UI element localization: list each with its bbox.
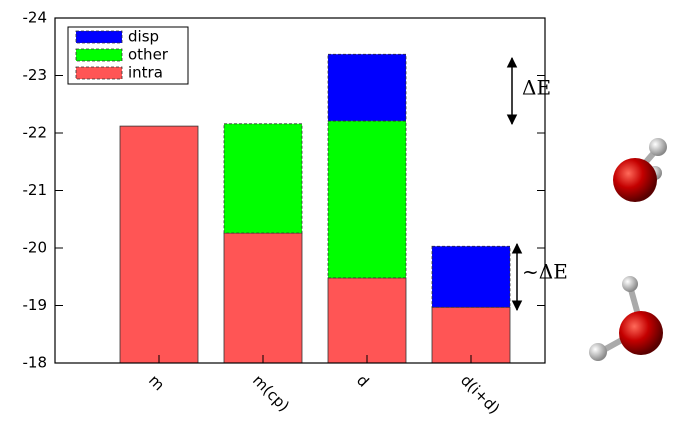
legend-label: disp xyxy=(128,28,159,46)
y-tick-label: -18 xyxy=(23,354,48,372)
y-tick-label: -20 xyxy=(23,239,48,257)
legend-label: other xyxy=(128,46,169,64)
y-tick-label: -24 xyxy=(23,9,48,27)
y-tick-label: -21 xyxy=(23,181,48,199)
bar-segment xyxy=(327,120,407,279)
bar-segment xyxy=(223,232,303,364)
annotation: ΔE xyxy=(522,76,551,100)
molecule-icon xyxy=(589,276,663,361)
bar-segment xyxy=(431,306,511,364)
bar-segment xyxy=(119,125,199,364)
legend-swatch xyxy=(75,48,123,62)
legend-swatch xyxy=(75,30,123,44)
y-tick-label: -22 xyxy=(23,124,48,142)
bar-segment xyxy=(223,123,303,234)
legend-label: intra xyxy=(128,64,163,82)
bar-segment xyxy=(327,53,407,122)
y-tick-label: -23 xyxy=(23,66,48,84)
bar-segment xyxy=(327,277,407,364)
legend-swatch xyxy=(75,66,123,80)
x-tick-label: d(i+d) xyxy=(457,371,503,417)
plot-area xyxy=(119,53,511,364)
y-tick-label: -19 xyxy=(23,296,48,314)
x-tick-label: m(cp) xyxy=(249,371,293,415)
molecule-icon xyxy=(613,138,667,202)
x-tick-label: m xyxy=(145,371,168,394)
annotation: ~ΔE xyxy=(522,260,568,284)
x-tick-label: d xyxy=(353,371,372,390)
bar-segment xyxy=(431,245,511,308)
